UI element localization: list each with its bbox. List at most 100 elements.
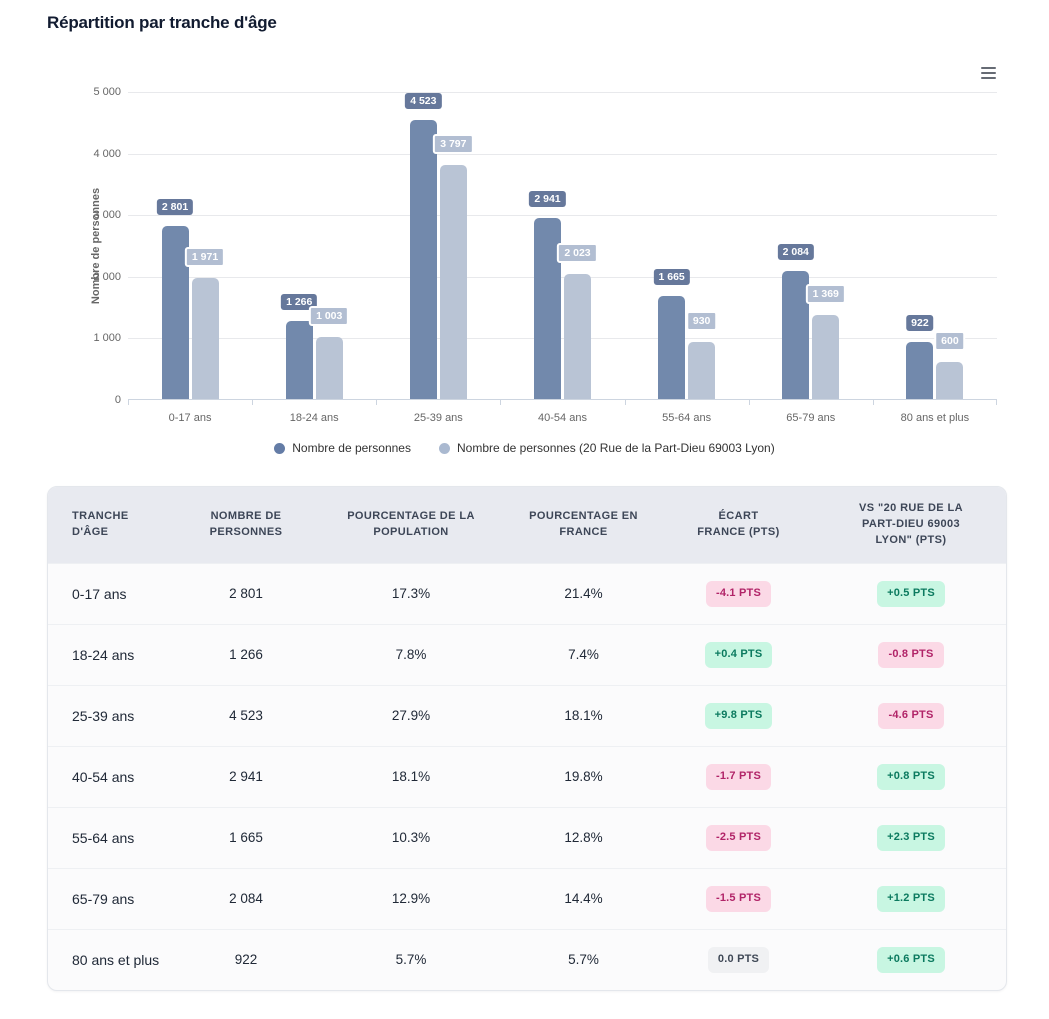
vs-address-badge: +2.3 PTS <box>877 824 945 851</box>
legend-item-series1[interactable]: Nombre de personnes <box>274 441 411 455</box>
cell-age: 55-64 ans <box>72 829 135 846</box>
gridline <box>128 338 997 340</box>
bar-series1-55-64-ans[interactable] <box>658 296 686 399</box>
legend-marker-icon <box>274 442 286 454</box>
cell-age: 80 ans et plus <box>72 951 160 968</box>
table-row: 18-24 ans 1 266 7.8% 7.4% +0.4 PTS -0.8 … <box>48 623 1006 685</box>
gridline <box>128 276 997 278</box>
bar-series2-18-24-ans[interactable] <box>315 337 343 399</box>
cell-age: 65-79 ans <box>72 890 135 907</box>
vs-address-badge: -4.6 PTS <box>878 702 944 729</box>
cell-count: 2 941 <box>229 769 263 785</box>
cell-age: 40-54 ans <box>72 768 135 785</box>
bar-value-label: 600 <box>934 330 966 352</box>
cell-count: 4 523 <box>229 708 263 724</box>
bar-series2-0-17-ans[interactable] <box>191 277 219 399</box>
x-axis-tick <box>624 400 626 405</box>
y-axis-tick-label: 0 <box>114 394 121 406</box>
table-row: 25-39 ans 4 523 27.9% 18.1% +9.8 PTS -4.… <box>48 684 1006 746</box>
ecart-france-badge: -2.5 PTS <box>705 824 771 851</box>
x-axis-tick <box>128 400 129 405</box>
bar-value-label: 930 <box>685 310 718 331</box>
vs-address-badge: +0.8 PTS <box>877 763 945 790</box>
chart-context-menu-button[interactable] <box>977 64 999 82</box>
bar-series1-18-24-ans[interactable] <box>285 321 313 399</box>
cell-pct-population: 7.8% <box>395 647 427 663</box>
cell-pct-population: 17.3% <box>391 586 431 602</box>
hamburger-menu-icon <box>980 72 996 74</box>
bar-series1-80-ans-et-plus[interactable] <box>906 342 934 399</box>
vs-address-badge: +0.6 PTS <box>877 946 945 973</box>
ecart-france-badge: 0.0 PTS <box>707 946 770 973</box>
x-axis-tick <box>748 400 750 405</box>
gridline <box>128 153 997 155</box>
cell-pct-france: 21.4% <box>564 586 603 602</box>
x-axis-label: 80 ans et plus <box>900 412 970 424</box>
y-axis-tick-label: 5 000 <box>93 86 121 98</box>
header-tranche-age: TRANCHE D'ÂGE <box>72 509 129 538</box>
bar-value-label: 1 266 <box>281 293 318 311</box>
bar-series1-40-54-ans[interactable] <box>533 217 561 399</box>
cell-pct-population: 18.1% <box>391 769 431 785</box>
y-axis-title: Nombre de personnes <box>90 187 102 305</box>
cell-age: 25-39 ans <box>72 707 135 724</box>
category-slot: 2 941 2 023 <box>500 92 624 405</box>
vs-address-badge: +0.5 PTS <box>877 580 945 607</box>
cell-count: 922 <box>234 952 258 968</box>
legend-label: Nombre de personnes <box>292 441 411 455</box>
cell-age: 0-17 ans <box>72 585 127 602</box>
legend-marker-icon <box>438 442 450 454</box>
ecart-france-badge: +0.4 PTS <box>704 641 773 668</box>
bar-value-label: 3 797 <box>433 134 474 155</box>
header-pct-population: POURCENTAGE DE LA POPULATION <box>347 509 475 538</box>
table-row: 0-17 ans 2 801 17.3% 21.4% -4.1 PTS +0.5… <box>48 562 1006 624</box>
x-axis-label: 55-64 ans <box>662 412 712 424</box>
bar-series2-40-54-ans[interactable] <box>563 274 591 399</box>
table-row: 80 ans et plus 922 5.7% 5.7% 0.0 PTS +0.… <box>48 928 1006 990</box>
bar-series2-80-ans-et-plus[interactable] <box>936 362 964 399</box>
chart-legend: Nombre de personnes Nombre de personnes (… <box>0 441 1049 455</box>
bar-series1-65-79-ans[interactable] <box>782 270 810 399</box>
cell-pct-france: 12.8% <box>564 830 603 846</box>
cell-count: 2 801 <box>229 586 263 602</box>
x-axis-label: 40-54 ans <box>538 412 587 424</box>
legend-item-series2[interactable]: Nombre de personnes (20 Rue de la Part-D… <box>438 441 775 455</box>
bar-series2-25-39-ans[interactable] <box>439 165 467 399</box>
table-row: 55-64 ans 1 665 10.3% 12.8% -2.5 PTS +2.… <box>48 806 1006 868</box>
vs-address-badge: -0.8 PTS <box>878 641 944 668</box>
x-axis-label: 65-79 ans <box>786 412 836 424</box>
bar-series2-55-64-ans[interactable] <box>688 341 716 399</box>
x-axis-label: 0-17 ans <box>168 412 212 424</box>
ecart-france-badge: -4.1 PTS <box>705 580 771 607</box>
bar-value-label: 2 801 <box>156 199 194 216</box>
y-axis-tick-label: 1 000 <box>93 332 121 345</box>
cell-pct-population: 12.9% <box>391 891 431 907</box>
cell-age: 18-24 ans <box>72 646 135 663</box>
cell-pct-population: 10.3% <box>391 830 431 846</box>
vs-address-badge: +1.2 PTS <box>877 885 945 912</box>
cell-pct-france: 5.7% <box>568 952 599 968</box>
x-axis-tick <box>252 400 254 405</box>
bar-series1-0-17-ans[interactable] <box>161 226 189 399</box>
age-distribution-table: TRANCHE D'ÂGE NOMBRE DE PERSONNES POURCE… <box>47 486 1007 991</box>
hamburger-menu-icon <box>980 67 996 69</box>
ecart-france-badge: -1.7 PTS <box>705 763 771 790</box>
header-ecart-france: ÉCART FRANCE (PTS) <box>697 509 780 538</box>
category-slot: 2 084 1 369 <box>748 92 873 405</box>
age-distribution-chart: Nombre de personnes 2 801 1 971 1 266 1 003… <box>0 50 1049 465</box>
cell-pct-france: 18.1% <box>564 708 603 724</box>
bar-value-label: 2 023 <box>557 243 598 264</box>
category-slot: 1 665 930 <box>624 92 749 405</box>
category-slot: 1 266 1 003 <box>252 92 376 405</box>
bar-value-label: 1 003 <box>309 306 350 327</box>
header-vs-address: VS "20 RUE DE LA PART-DIEU 69003 LYON" (… <box>859 502 963 546</box>
bar-series1-25-39-ans[interactable] <box>409 120 437 399</box>
cell-pct-population: 5.7% <box>395 952 427 968</box>
category-slot: 4 523 3 797 <box>376 92 500 405</box>
bar-series2-65-79-ans[interactable] <box>812 314 840 399</box>
cell-pct-population: 27.9% <box>391 708 431 724</box>
header-nombre: NOMBRE DE PERSONNES <box>209 509 283 538</box>
gridline <box>128 92 997 93</box>
table-row: 65-79 ans 2 084 12.9% 14.4% -1.5 PTS +1.… <box>48 867 1006 929</box>
cell-count: 2 084 <box>229 891 263 907</box>
